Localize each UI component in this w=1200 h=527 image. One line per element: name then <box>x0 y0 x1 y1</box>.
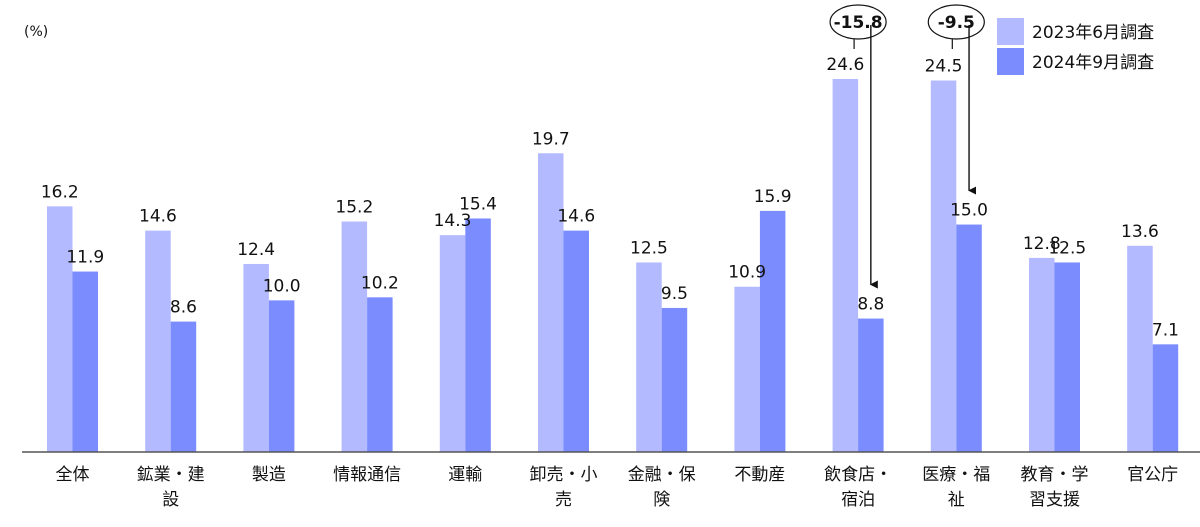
value-label-s0-c0: 16.2 <box>41 182 79 202</box>
bar-s0-c2 <box>243 263 269 452</box>
bar-s1-c7 <box>759 210 786 452</box>
category-label-11-line-0: 官公庁 <box>1127 465 1178 485</box>
category-label-7-line-0: 不動産 <box>734 465 785 485</box>
category-label-8-line-0: 飲食店・ <box>824 465 892 485</box>
annotation-label-1: -9.5 <box>938 13 975 33</box>
value-label-s1-c5: 14.6 <box>557 207 595 227</box>
value-label-s0-c11: 13.6 <box>1121 222 1159 242</box>
bar-s0-c11 <box>1127 245 1153 452</box>
y-axis-unit-label: (%) <box>24 24 48 40</box>
category-label-8-line-1: 宿泊 <box>841 490 875 510</box>
value-label-s0-c2: 12.4 <box>237 240 275 260</box>
value-label-s1-c1: 8.6 <box>170 298 197 318</box>
value-label-s1-c2: 10.0 <box>263 276 301 296</box>
bar-s1-c1 <box>170 321 197 452</box>
category-label-4-line-0: 運輸 <box>448 465 482 485</box>
bar-s0-c4 <box>439 235 466 452</box>
bar-s1-c4 <box>465 218 491 452</box>
value-label-s0-c4: 14.3 <box>434 211 472 231</box>
annotation-ellipse-0 <box>829 4 887 40</box>
category-label-5-line-1: 売 <box>555 490 572 510</box>
annotation-group: -15.8 -9.5 <box>829 4 985 289</box>
bar-s0-c8 <box>832 78 859 452</box>
value-label-s0-c7: 10.9 <box>728 263 766 283</box>
bar-s1-c2 <box>268 300 295 452</box>
category-label-6-line-0: 金融・保 <box>628 465 696 485</box>
bar-s1-c11 <box>1152 344 1179 452</box>
legend-swatch-1 <box>997 48 1024 75</box>
legend-label-1: 2024年9月調査 <box>1032 53 1154 73</box>
category-label-5-line-0: 卸売・小 <box>530 465 598 485</box>
category-label-3-line-0: 情報通信 <box>333 465 401 485</box>
value-label-group: 16.2 14.6 12.4 15.2 14.3 19.7 12.5 10.9 24.6 24.5… <box>41 55 1179 340</box>
bar-s1-c3 <box>367 297 393 452</box>
bar-s0-c3 <box>341 221 368 452</box>
bar-s1-c0 <box>72 271 98 452</box>
value-label-s0-c6: 12.5 <box>630 238 668 258</box>
value-label-s1-c9: 15.0 <box>950 201 988 221</box>
legend: 2023年6月調査 2024年9月調査 <box>997 18 1154 75</box>
value-label-s0-c10: 12.8 <box>1023 234 1061 254</box>
value-label-s0-c5: 19.7 <box>532 129 570 149</box>
bar-s0-c5 <box>538 153 564 452</box>
value-label-s0-c9: 24.5 <box>925 56 963 76</box>
category-label-9-line-0: 医療・福 <box>922 465 990 485</box>
bar-s0-c0 <box>47 206 73 452</box>
value-label-s0-c8: 24.6 <box>826 55 864 75</box>
bar-s1-c6 <box>661 307 688 452</box>
bar-s1-c8 <box>858 318 884 452</box>
value-label-s1-c0: 11.9 <box>66 248 104 268</box>
category-label-9-line-1: 祉 <box>948 490 965 510</box>
annotation-ellipse-1 <box>927 4 985 40</box>
value-label-s0-c1: 14.6 <box>139 207 177 227</box>
legend-swatch-0 <box>997 18 1024 45</box>
value-label-s1-c8: 8.8 <box>857 295 884 315</box>
bar-group <box>47 78 1179 452</box>
bar-s1-c5 <box>563 230 589 452</box>
category-label-1-line-0: 鉱業・建 <box>137 465 205 485</box>
value-label-s0-c3: 15.2 <box>335 198 373 218</box>
bar-s0-c6 <box>636 262 662 452</box>
value-label-s1-c7: 15.9 <box>754 187 792 207</box>
value-label-s1-c10: 12.5 <box>1048 238 1086 258</box>
value-label-s1-c3: 10.2 <box>361 273 399 293</box>
value-label-s1-c6: 9.5 <box>661 284 688 304</box>
bar-s0-c10 <box>1029 257 1055 452</box>
category-label-10-line-0: 教育・学 <box>1021 465 1089 485</box>
bar-s0-c9 <box>930 80 957 452</box>
bar-s1-c10 <box>1054 262 1080 452</box>
value-label-s1-c4: 15.4 <box>459 194 497 214</box>
category-label-0-line-0: 全体 <box>56 465 90 485</box>
category-label-1-line-1: 設 <box>162 490 179 510</box>
bar-s0-c7 <box>734 286 760 452</box>
annotation-label-0: -15.8 <box>834 13 883 33</box>
bar-s1-c9 <box>956 224 982 452</box>
category-label-group: 全体 鉱業・建設 製造 情報通信 運輸 卸売・小売 金融・保険 不動産 飲食店・宿泊 医療・福祉 教… <box>56 465 1179 510</box>
bar-s0-c1 <box>145 230 171 452</box>
legend-label-0: 2023年6月調査 <box>1032 23 1154 43</box>
category-label-6-line-1: 険 <box>653 490 670 510</box>
value-label-s1-c11: 7.1 <box>1152 320 1179 340</box>
category-label-2-line-0: 製造 <box>252 465 286 485</box>
category-label-10-line-1: 習支援 <box>1029 490 1080 510</box>
